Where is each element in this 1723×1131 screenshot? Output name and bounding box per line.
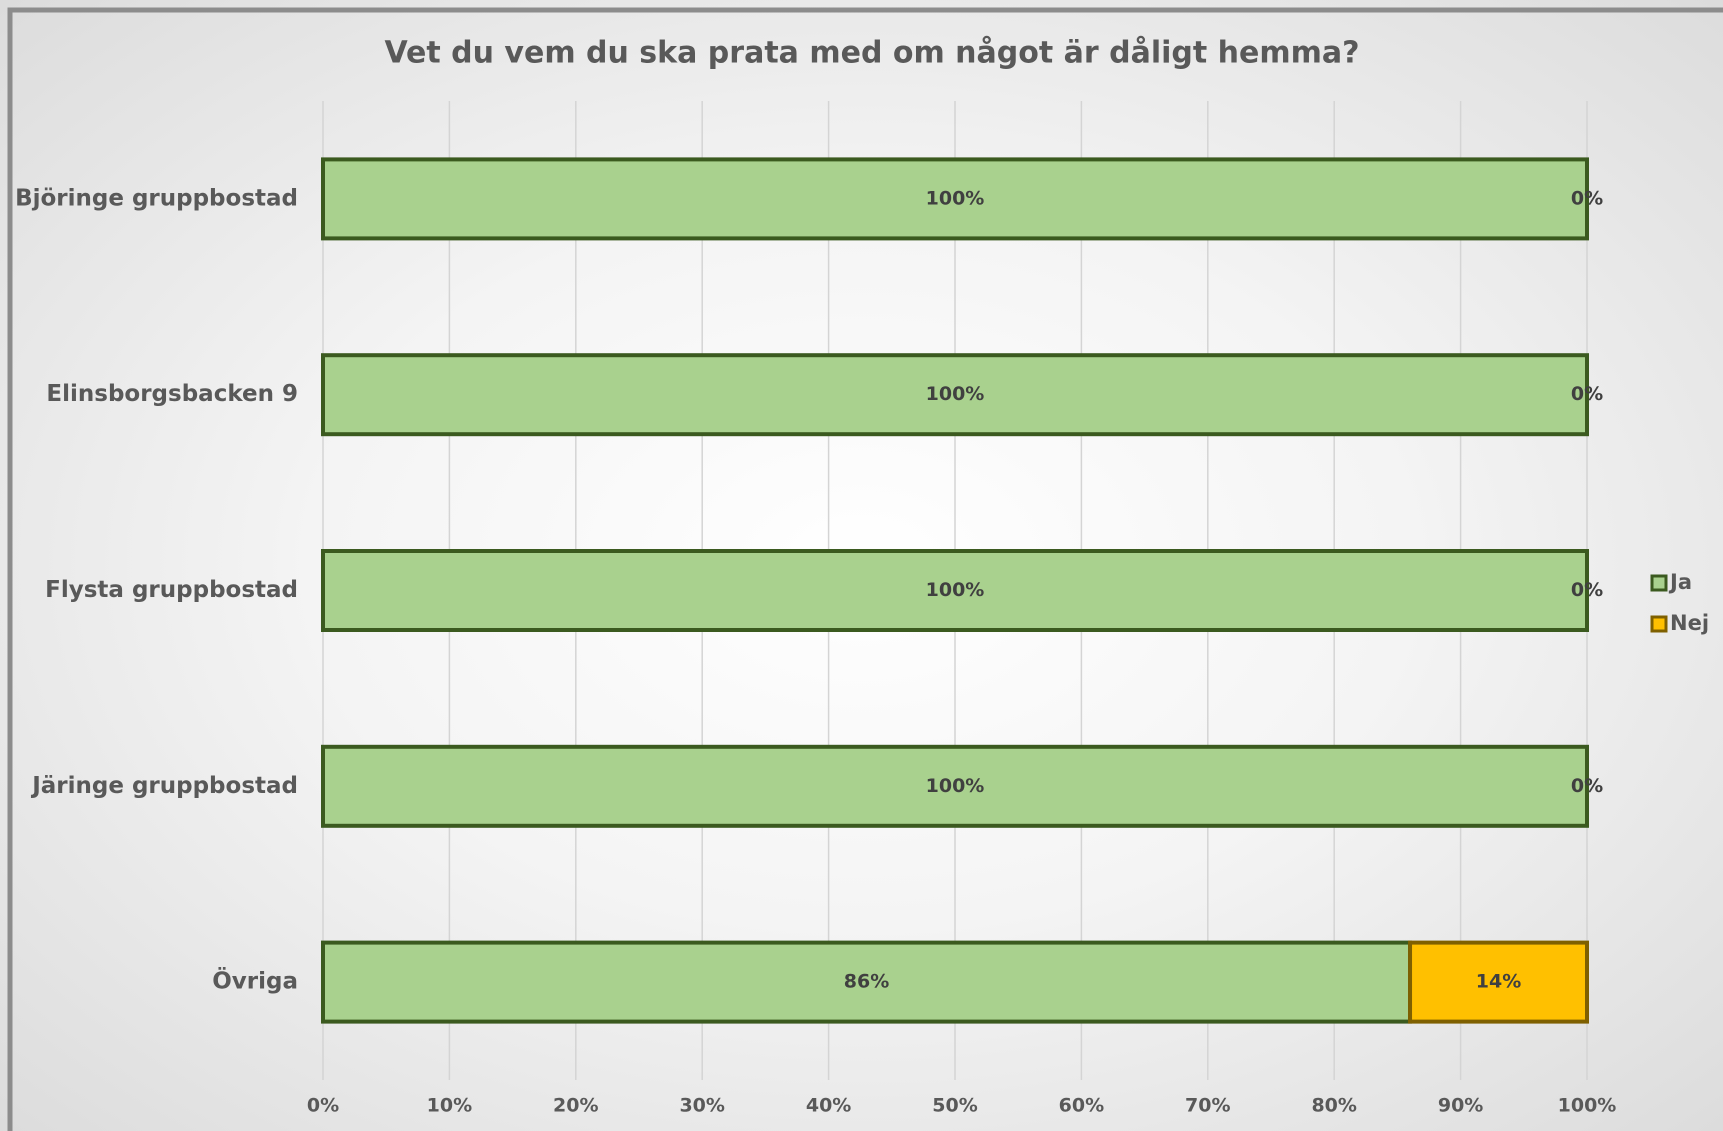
y-tick-label: Flysta gruppbostad [45, 577, 298, 603]
bar-segment [1408, 940, 1590, 1024]
x-tick-label: 70% [1185, 1095, 1230, 1117]
data-label: 100% [926, 775, 985, 797]
chart-title: Vet du vem du ska prata med om något är … [384, 35, 1359, 71]
x-tick-label: 40% [806, 1095, 851, 1117]
x-tick-label: 20% [553, 1095, 598, 1117]
data-label: 86% [844, 971, 889, 993]
bar-segment [321, 549, 1589, 632]
data-label: 0% [1571, 187, 1603, 209]
bar-segment [321, 353, 1589, 437]
x-tick-label: 30% [679, 1095, 724, 1117]
data-label: 0% [1571, 383, 1603, 405]
data-label: 14% [1476, 971, 1521, 993]
y-tick-label: Övriga [212, 967, 298, 995]
x-tick-label: 10% [427, 1095, 472, 1117]
data-label: 100% [926, 579, 985, 601]
legend-label: Ja [1668, 570, 1692, 594]
bar-segment [321, 744, 1589, 828]
data-label: 0% [1571, 579, 1603, 601]
y-tick-label: Järinge gruppbostad [30, 773, 298, 799]
y-tick-label: Elinsborgsbacken 9 [46, 381, 298, 407]
data-label: 100% [926, 383, 985, 405]
x-tick-label: 100% [1558, 1095, 1617, 1117]
chart-border [7, 7, 1723, 1131]
legend-swatch [1650, 574, 1668, 592]
x-tick-label: 90% [1438, 1095, 1483, 1117]
y-tick-label: Björinge gruppbostad [15, 185, 298, 211]
x-tick-label: 50% [932, 1095, 977, 1117]
bar-segment [321, 157, 1589, 241]
data-label: 100% [926, 187, 985, 209]
x-tick-label: 0% [307, 1095, 339, 1117]
x-tick-label: 60% [1059, 1095, 1104, 1117]
x-tick-label: 80% [1311, 1095, 1356, 1117]
legend-label: Nej [1670, 611, 1709, 635]
legend-swatch [1650, 615, 1668, 633]
data-label: 0% [1571, 775, 1603, 797]
